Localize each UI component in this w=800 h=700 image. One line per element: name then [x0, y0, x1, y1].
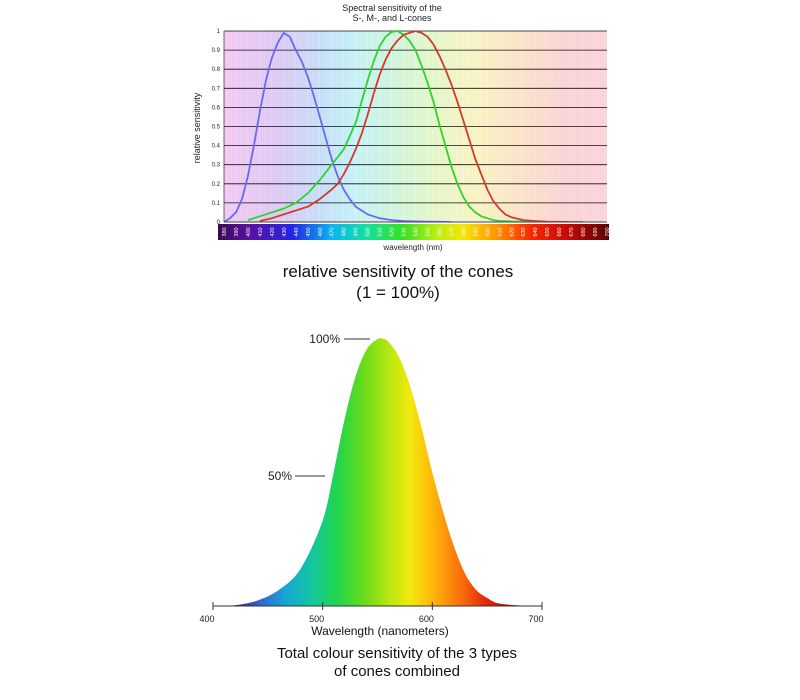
marker-100-label: 100% — [309, 332, 340, 346]
total-sensitivity-area — [213, 338, 542, 606]
x-tick-label: 600 — [485, 227, 491, 236]
y-tick-label: 0.8 — [212, 67, 221, 73]
x-tick-label: 670 — [569, 227, 575, 236]
x-tick-label: 500 — [366, 227, 372, 236]
x-tick-labels: 380 390 400 410 420 430 440 450 460 470 480 490 500 5… — [222, 227, 611, 236]
y-tick-label: 0 — [217, 220, 221, 226]
l-cone-curve — [259, 31, 584, 222]
y-tick-label: 0.4 — [212, 144, 221, 150]
x-tick-label: 440 — [294, 227, 300, 236]
x-tick-label-bottom: 500 — [309, 614, 324, 624]
y-tick-label: 0.1 — [212, 201, 221, 207]
x-tick-label: 550 — [425, 227, 431, 236]
x-tick-label: 490 — [354, 227, 360, 236]
y-tick-label: 1 — [217, 29, 221, 35]
x-tick-label: 580 — [461, 227, 467, 236]
x-tick-label: 610 — [497, 227, 503, 236]
caption-one-equals-100: (1 = 100%) — [356, 283, 440, 302]
x-tick-label: 530 — [402, 227, 408, 236]
x-tick-label: 470 — [330, 227, 336, 236]
caption-relative-sensitivity: relative sensitivity of the cones — [283, 262, 514, 281]
y-tick-label: 0.3 — [212, 163, 221, 169]
x-tick-label: 630 — [521, 227, 527, 236]
x-tick-label: 400 — [246, 227, 252, 236]
x-tick-label: 590 — [473, 227, 479, 236]
x-tick-label: 510 — [378, 227, 384, 236]
y-axis-label: relative sensitivity — [192, 92, 202, 163]
x-tick-label: 640 — [533, 227, 539, 236]
x-tick-label: 390 — [234, 227, 240, 236]
x-tick-label: 680 — [581, 227, 587, 236]
x-tick-label: 540 — [414, 227, 420, 236]
x-tick-label: 420 — [270, 227, 276, 236]
y-tick-label: 0.6 — [212, 105, 221, 111]
x-tick-label: 480 — [342, 227, 348, 236]
y-tick-label: 0.9 — [212, 48, 221, 54]
y-tick-label: 0.2 — [212, 182, 221, 188]
x-axis-label-bottom: Wavelength (nanometers) — [311, 624, 449, 638]
x-tick-label: 620 — [509, 227, 515, 236]
y-tick-label: 0.7 — [212, 86, 221, 92]
y-tick-labels: 0 0.1 0.2 0.3 0.4 0.5 0.6 0.7 0.8 0.9 1 — [212, 29, 221, 226]
cone-sensitivity-chart: Spectral sensitivity of the S-, M-, and … — [192, 3, 611, 252]
x-ticks-bottom: 400 500 600 700 — [199, 602, 544, 624]
x-tick-label: 520 — [390, 227, 396, 236]
sensitivity-curves — [224, 31, 584, 222]
marker-50-label: 50% — [268, 469, 292, 483]
x-tick-label: 460 — [318, 227, 324, 236]
caption-total-line1: Total colour sensitivity of the 3 types — [277, 645, 517, 662]
total-sensitivity-chart: 100% 50% 400 500 600 700 Wavelength (nanome… — [199, 332, 543, 638]
chart-title-line1: Spectral sensitivity of the — [342, 3, 442, 13]
x-tick-label-bottom: 700 — [528, 614, 543, 624]
x-tick-label: 450 — [306, 227, 312, 236]
x-tick-label: 380 — [222, 227, 228, 236]
s-cone-curve — [224, 32, 452, 222]
spectrum-strip — [218, 224, 609, 240]
x-tick-label: 690 — [593, 227, 599, 236]
x-tick-label-bottom: 600 — [419, 614, 434, 624]
x-tick-label: 560 — [437, 227, 443, 236]
x-tick-label: 660 — [557, 227, 563, 236]
y-tick-label: 0.5 — [212, 125, 221, 131]
caption-total-line2: of cones combined — [334, 663, 460, 680]
x-tick-label: 650 — [545, 227, 551, 236]
m-cone-curve — [247, 31, 560, 222]
x-tick-label: 570 — [449, 227, 455, 236]
x-tick-label-bottom: 400 — [199, 614, 214, 624]
x-tick-label: 700 — [605, 227, 611, 236]
x-axis-label: wavelength (nm) — [382, 243, 442, 252]
x-tick-label: 410 — [258, 227, 264, 236]
x-tick-label: 430 — [282, 227, 288, 236]
chart-title-line2: S-, M-, and L-cones — [352, 13, 432, 23]
